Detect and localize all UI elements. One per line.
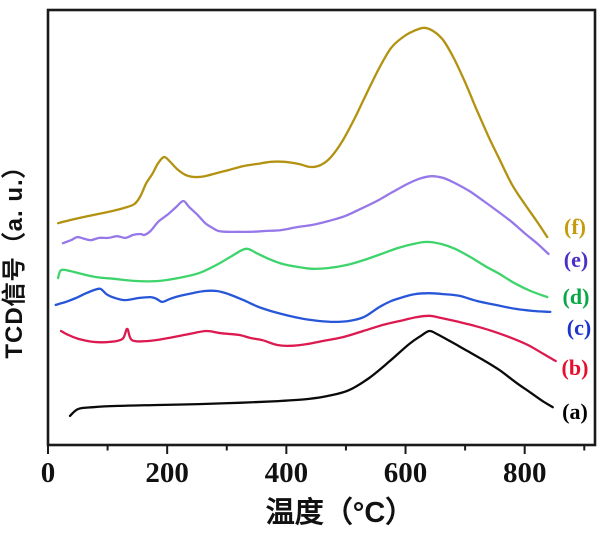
series-label-d: (d) bbox=[563, 284, 590, 309]
curves-group bbox=[54, 26, 557, 418]
curve-b bbox=[59, 314, 557, 363]
x-axis-label: 温度（°C） bbox=[266, 496, 415, 529]
y-axis-label: TCD信号（a. u.） bbox=[0, 153, 28, 358]
curve-a bbox=[68, 329, 554, 418]
x-tick-label: 800 bbox=[503, 457, 547, 489]
series-label-b: (b) bbox=[562, 355, 589, 380]
x-axis-ticks bbox=[47, 445, 586, 454]
curve-c bbox=[54, 287, 552, 324]
curve-d bbox=[56, 240, 549, 299]
series-label-e: (e) bbox=[564, 247, 588, 272]
curve-f bbox=[56, 26, 549, 239]
series-labels-group: (a) (b) (c) (d) (e) (f) bbox=[562, 214, 592, 424]
x-tick-label: 600 bbox=[384, 457, 428, 489]
x-tick-label: 200 bbox=[145, 457, 189, 489]
x-axis-tick-labels: 0 200 400 600 800 bbox=[41, 457, 547, 489]
series-label-f: (f) bbox=[564, 214, 586, 239]
series-label-a: (a) bbox=[562, 399, 588, 424]
x-tick-label: 400 bbox=[265, 457, 309, 489]
curve-e bbox=[61, 175, 550, 256]
series-label-c: (c) bbox=[567, 315, 591, 340]
x-tick-label: 0 bbox=[41, 457, 56, 489]
plot-area-border bbox=[46, 8, 597, 447]
